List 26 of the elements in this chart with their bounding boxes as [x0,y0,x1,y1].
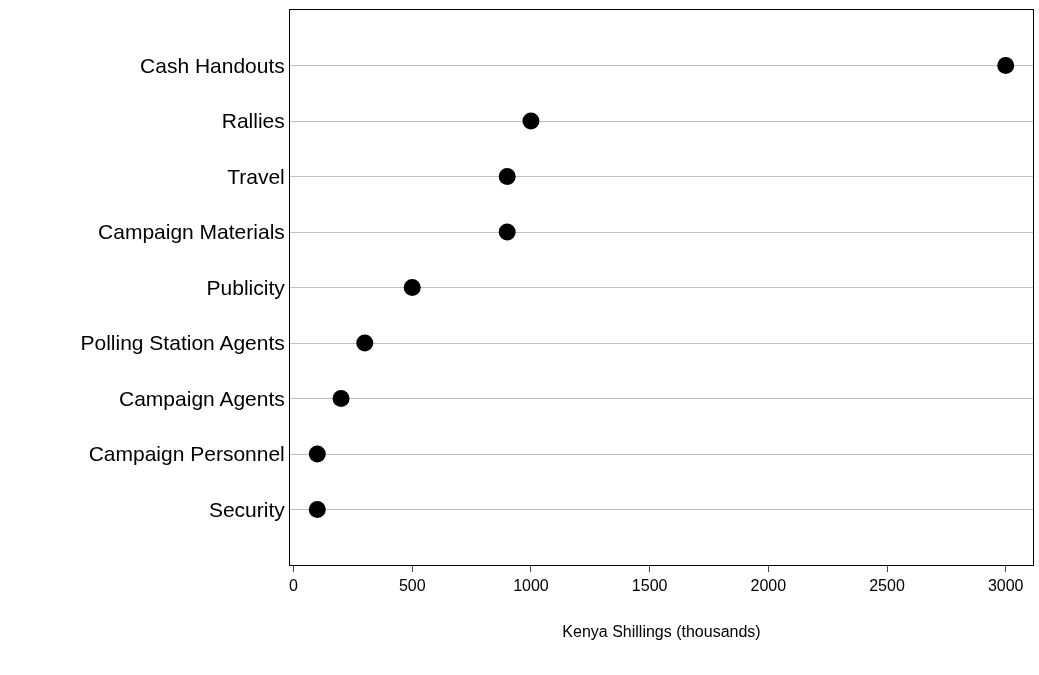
y-tick-label: Cash Handouts [140,53,285,77]
y-tick-label: Security [208,497,286,521]
y-tick-label: Rallies [221,109,285,133]
x-tick-label: 500 [398,577,426,595]
x-tick-label: 1500 [631,577,668,595]
point [403,279,421,296]
y-tick-label: Campaign Agents [119,386,285,410]
y-tick-label: Campaign Materials [98,220,285,244]
x-tick-label: 2000 [750,577,787,595]
point [522,112,540,130]
x-tick-label: 2500 [869,577,905,595]
x-axis-title: Kenya Shillings (thousands) [562,622,761,640]
y-tick-label: Campaign Personnel [88,442,285,466]
x-tick-label: 3000 [987,577,1024,595]
y-tick-label: Polling Station Agents [80,331,285,355]
point [498,223,516,241]
point [308,501,326,518]
point [332,390,350,407]
point [356,334,374,352]
y-tick-label: Publicity [206,275,286,299]
x-tick-label: 0 [289,577,299,595]
point [308,445,326,463]
x-tick-label: 1000 [513,577,549,595]
y-tick-label: Travel [227,164,285,188]
point [997,57,1015,74]
point [498,168,516,185]
